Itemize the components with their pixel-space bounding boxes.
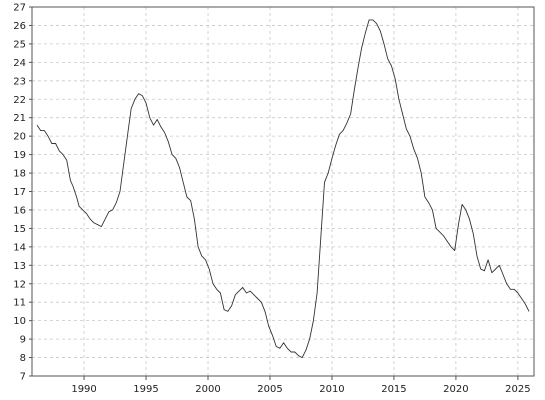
y-tick-label: 11 (13, 298, 26, 309)
y-tick-label: 12 (13, 279, 26, 290)
y-axis: 7 8 9 10 11 12 13 14 15 16 17 18 19 20 21 22 23 24 25 26 27 (13, 3, 32, 383)
y-tick-label: 22 (13, 95, 26, 106)
y-tick-label: 7 (20, 372, 26, 383)
y-tick-label: 17 (13, 187, 26, 198)
y-tick-label: 23 (13, 76, 26, 87)
x-tick-label: 2000 (195, 384, 220, 395)
series-group (36, 19, 530, 359)
series-line (36, 19, 530, 359)
y-tick-label: 21 (13, 113, 26, 124)
y-tick-label: 27 (13, 3, 26, 14)
y-tick-label: 20 (13, 132, 26, 143)
y-tick-label: 26 (13, 21, 26, 32)
y-tick-label: 18 (13, 169, 26, 180)
grid (32, 7, 534, 376)
y-tick-label: 19 (13, 150, 26, 161)
x-axis: 1990 1995 2000 2005 2010 2015 2020 2025 (71, 376, 531, 395)
y-tick-label: 15 (13, 224, 26, 235)
y-tick-label: 16 (13, 205, 26, 216)
x-tick-label: 1995 (133, 384, 158, 395)
y-tick-label: 25 (13, 39, 26, 50)
y-tick-label: 9 (20, 335, 26, 346)
x-tick-label: 2010 (319, 384, 344, 395)
y-tick-label: 14 (13, 242, 26, 253)
y-tick-label: 8 (20, 353, 26, 364)
y-tick-label: 24 (13, 58, 26, 69)
y-tick-label: 10 (13, 316, 26, 327)
x-tick-label: 2015 (381, 384, 406, 395)
x-tick-label: 1990 (71, 384, 96, 395)
y-tick-label: 13 (13, 261, 26, 272)
x-tick-label: 2020 (443, 384, 468, 395)
x-tick-label: 2005 (257, 384, 282, 395)
x-tick-label: 2025 (505, 384, 530, 395)
